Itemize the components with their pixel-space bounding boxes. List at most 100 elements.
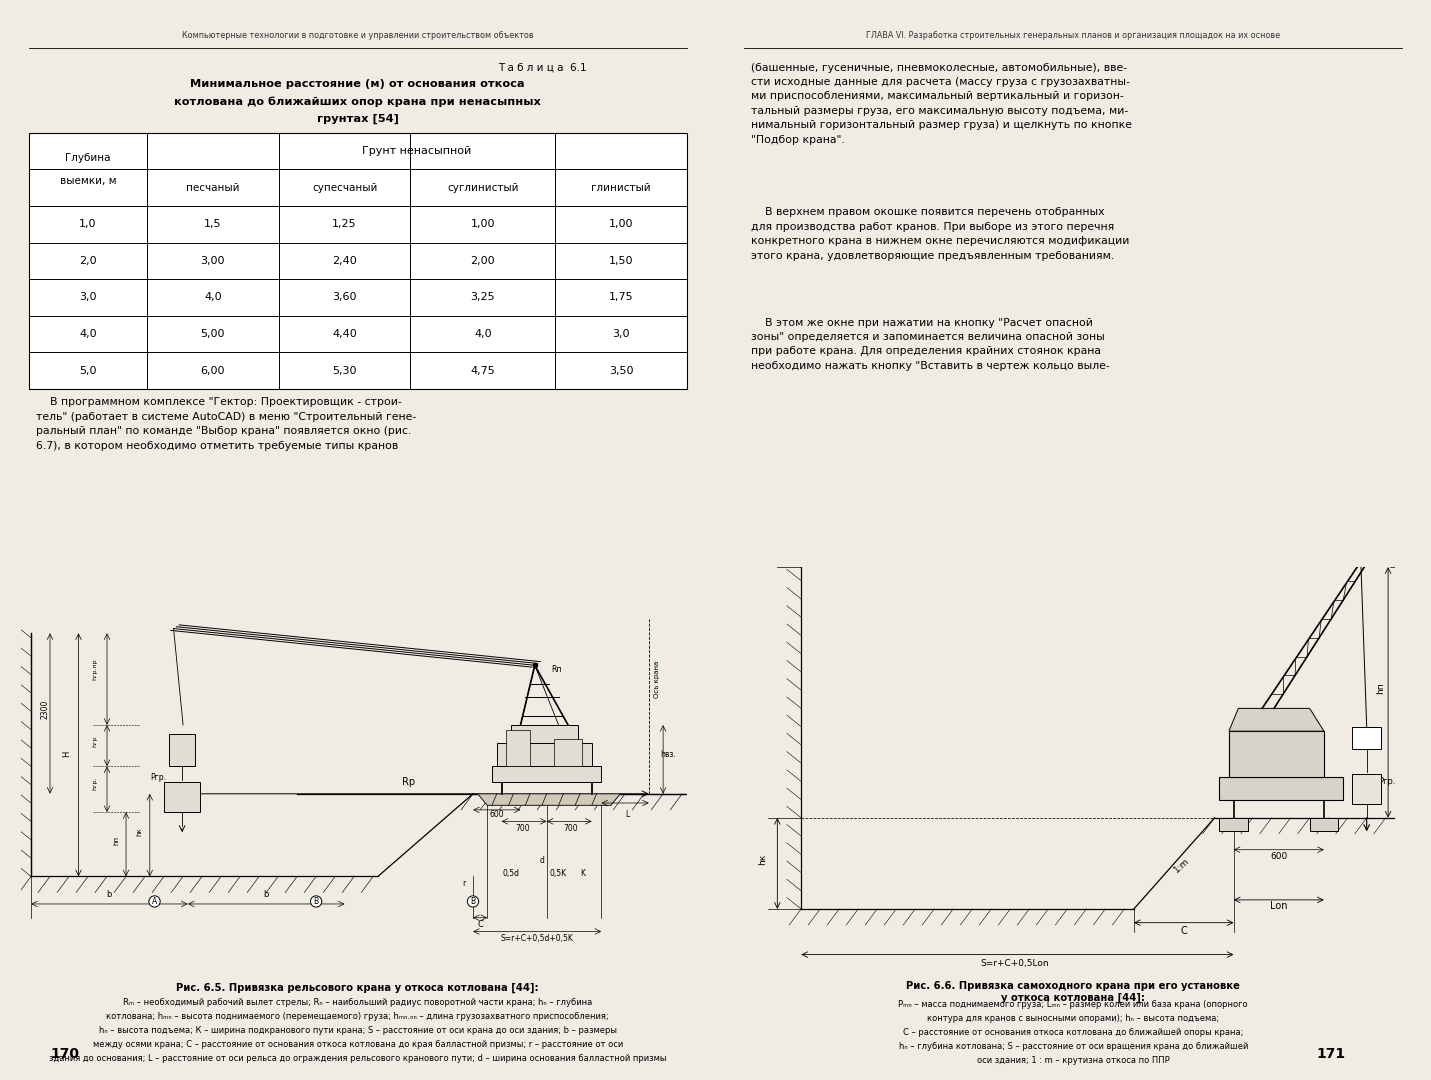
- Text: 2,00: 2,00: [471, 256, 495, 266]
- Text: hк: hк: [758, 854, 767, 865]
- Text: 4,0: 4,0: [474, 329, 492, 339]
- Text: 4,0: 4,0: [79, 329, 97, 339]
- Text: C: C: [477, 920, 484, 929]
- Polygon shape: [478, 794, 621, 806]
- Text: 4,0: 4,0: [205, 293, 222, 302]
- Bar: [1219, 818, 1248, 832]
- Text: 5,30: 5,30: [332, 365, 356, 376]
- Text: Минимальное расстояние (м) от основания откоса: Минимальное расстояние (м) от основания …: [190, 79, 525, 89]
- Text: Ось крана: Ось крана: [654, 661, 660, 698]
- Text: Pₘₙ – масса поднимаемого груза; Lₘₙ – размер колеи или база крана (опорного: Pₘₙ – масса поднимаемого груза; Lₘₙ – ра…: [899, 1000, 1248, 1009]
- Text: 600: 600: [489, 810, 504, 819]
- Text: hк: hк: [137, 827, 143, 836]
- Text: b: b: [107, 890, 112, 899]
- Text: hₙ – высота подъема; К – ширина подкранового пути крана; S – расстояние от оси к: hₙ – высота подъема; К – ширина подкрано…: [99, 1026, 617, 1035]
- Text: Глубина

выемки, м: Глубина выемки, м: [60, 152, 116, 186]
- Text: ГЛАВА VI. Разработка строительных генеральных планов и организация площадок на и: ГЛАВА VI. Разработка строительных генера…: [866, 31, 1281, 40]
- Text: 3,00: 3,00: [200, 256, 225, 266]
- Text: 2,0: 2,0: [79, 256, 97, 266]
- Text: 3,60: 3,60: [332, 293, 356, 302]
- Text: 171: 171: [1317, 1047, 1345, 1061]
- Text: 1,25: 1,25: [332, 219, 356, 229]
- Text: 6,00: 6,00: [200, 365, 225, 376]
- Text: 0,5K: 0,5K: [550, 869, 567, 878]
- Text: оси здания; 1 : m – крутизна откоса по ППР: оси здания; 1 : m – крутизна откоса по П…: [977, 1056, 1169, 1065]
- Text: Т а б л и ц а  6.1: Т а б л и ц а 6.1: [498, 63, 587, 72]
- Text: Pгр.: Pгр.: [1378, 777, 1397, 786]
- Text: 170: 170: [50, 1047, 79, 1061]
- Text: S=r+C+0,5Lon: S=r+C+0,5Lon: [980, 959, 1049, 968]
- Text: 1,5: 1,5: [205, 219, 222, 229]
- Bar: [507, 730, 529, 767]
- Bar: [1309, 818, 1338, 832]
- Bar: [1229, 731, 1324, 777]
- Text: котлована; hₘₙ – высота поднимаемого (перемещаемого) груза; hₘₙ.ₙₙ – длина грузо: котлована; hₘₙ – высота поднимаемого (пе…: [106, 1012, 610, 1021]
- Text: 0,5d: 0,5d: [502, 869, 519, 878]
- Text: глинистый: глинистый: [591, 183, 651, 192]
- Text: C: C: [1181, 926, 1188, 936]
- Polygon shape: [1229, 708, 1324, 731]
- Text: hгр: hгр: [93, 735, 97, 746]
- Text: 1,50: 1,50: [608, 256, 634, 266]
- Text: 4,75: 4,75: [471, 365, 495, 376]
- Text: H: H: [62, 751, 72, 757]
- Text: грунтах [54]: грунтах [54]: [316, 113, 399, 124]
- Text: В верхнем правом окошке появится перечень отобранных
для производства работ кран: В верхнем правом окошке появится перечен…: [751, 207, 1129, 260]
- Text: Грунт ненасыпной: Грунт ненасыпной: [362, 146, 472, 157]
- Bar: [169, 734, 195, 767]
- Text: hₙ – глубина котлована; S – расстояние от оси вращения крана до ближайшей: hₙ – глубина котлована; S – расстояние о…: [899, 1042, 1248, 1051]
- Bar: [497, 743, 592, 767]
- Text: hгр.: hгр.: [93, 777, 97, 791]
- Text: A: A: [152, 897, 157, 906]
- Text: песчаный: песчаный: [186, 183, 239, 192]
- Text: S=r+C+0,5d+0,5K: S=r+C+0,5d+0,5K: [501, 934, 574, 943]
- Text: С – расстояние от основания откоса котлована до ближайшей опоры крана;: С – расстояние от основания откоса котло…: [903, 1028, 1244, 1037]
- Text: 5,0: 5,0: [79, 365, 97, 376]
- Text: hвз.: hвз.: [660, 751, 675, 759]
- Text: 1,0: 1,0: [79, 219, 97, 229]
- Text: 5,00: 5,00: [200, 329, 225, 339]
- Text: B: B: [471, 897, 475, 906]
- Bar: [492, 767, 601, 782]
- Text: Rп: Rп: [551, 665, 562, 674]
- Text: 1,75: 1,75: [608, 293, 634, 302]
- Text: 600: 600: [1271, 852, 1288, 861]
- Text: 2,40: 2,40: [332, 256, 356, 266]
- Text: 700: 700: [564, 824, 578, 833]
- Bar: [165, 782, 200, 812]
- Bar: [1352, 774, 1381, 805]
- Text: 1:m: 1:m: [1172, 856, 1191, 875]
- Text: супесчаный: супесчаный: [312, 183, 378, 192]
- Text: Рис. 6.5. Привязка рельсового крана у откоса котлована [44]:: Рис. 6.5. Привязка рельсового крана у от…: [176, 983, 539, 994]
- Text: Rp: Rp: [402, 777, 415, 786]
- Text: между осями крана; С – расстояние от основания откоса котлована до края балластн: между осями крана; С – расстояние от осн…: [93, 1040, 622, 1049]
- Text: Lon: Lon: [1271, 901, 1288, 912]
- Text: hгр.пр: hгр.пр: [93, 659, 97, 680]
- Text: суглинистый: суглинистый: [446, 183, 518, 192]
- Text: В программном комплексе "Гектор: Проектировщик - строи-
тель" (работает в систем: В программном комплексе "Гектор: Проекти…: [36, 397, 416, 450]
- Text: Pгр.: Pгр.: [150, 773, 166, 782]
- Text: b: b: [263, 890, 269, 899]
- Text: 3,0: 3,0: [612, 329, 630, 339]
- Text: Rₘ – необходимый рабочий вылет стрелы; Rₙ – наибольший радиус поворотной части к: Rₘ – необходимый рабочий вылет стрелы; R…: [123, 998, 592, 1007]
- Bar: [511, 725, 578, 743]
- Text: 4,40: 4,40: [332, 329, 356, 339]
- Text: (башенные, гусеничные, пневмоколесные, автомобильные), вве-
сти исходные данные : (башенные, гусеничные, пневмоколесные, а…: [751, 63, 1132, 145]
- Text: 700: 700: [515, 824, 531, 833]
- Text: d: d: [539, 855, 544, 865]
- Text: 3,25: 3,25: [471, 293, 495, 302]
- Bar: [1219, 777, 1342, 799]
- Text: 1,00: 1,00: [608, 219, 634, 229]
- Text: Компьютерные технологии в подготовке и управлении строительством объектов: Компьютерные технологии в подготовке и у…: [182, 31, 534, 40]
- Text: Рис. 6.6. Привязка самоходного крана при его установке
у откоса котлована [44]:: Рис. 6.6. Привязка самоходного крана при…: [906, 981, 1241, 1002]
- Text: 2300: 2300: [40, 699, 50, 718]
- Text: котлована до ближайших опор крана при ненасыпных: котлована до ближайших опор крана при не…: [175, 96, 541, 107]
- Text: 3,50: 3,50: [608, 365, 634, 376]
- Text: В этом же окне при нажатии на кнопку "Расчет опасной
зоны" определяется и запоми: В этом же окне при нажатии на кнопку "Ра…: [751, 318, 1110, 370]
- Text: r: r: [462, 879, 465, 888]
- Text: hп: hп: [1377, 683, 1385, 694]
- Text: 3,0: 3,0: [79, 293, 97, 302]
- Text: здания до основания; L – расстояние от оси рельса до ограждения рельсового крано: здания до основания; L – расстояние от о…: [49, 1054, 667, 1063]
- Text: 1,00: 1,00: [471, 219, 495, 229]
- Text: контура для кранов с выносными опорами); hₙ – высота подъема;: контура для кранов с выносными опорами);…: [927, 1014, 1219, 1023]
